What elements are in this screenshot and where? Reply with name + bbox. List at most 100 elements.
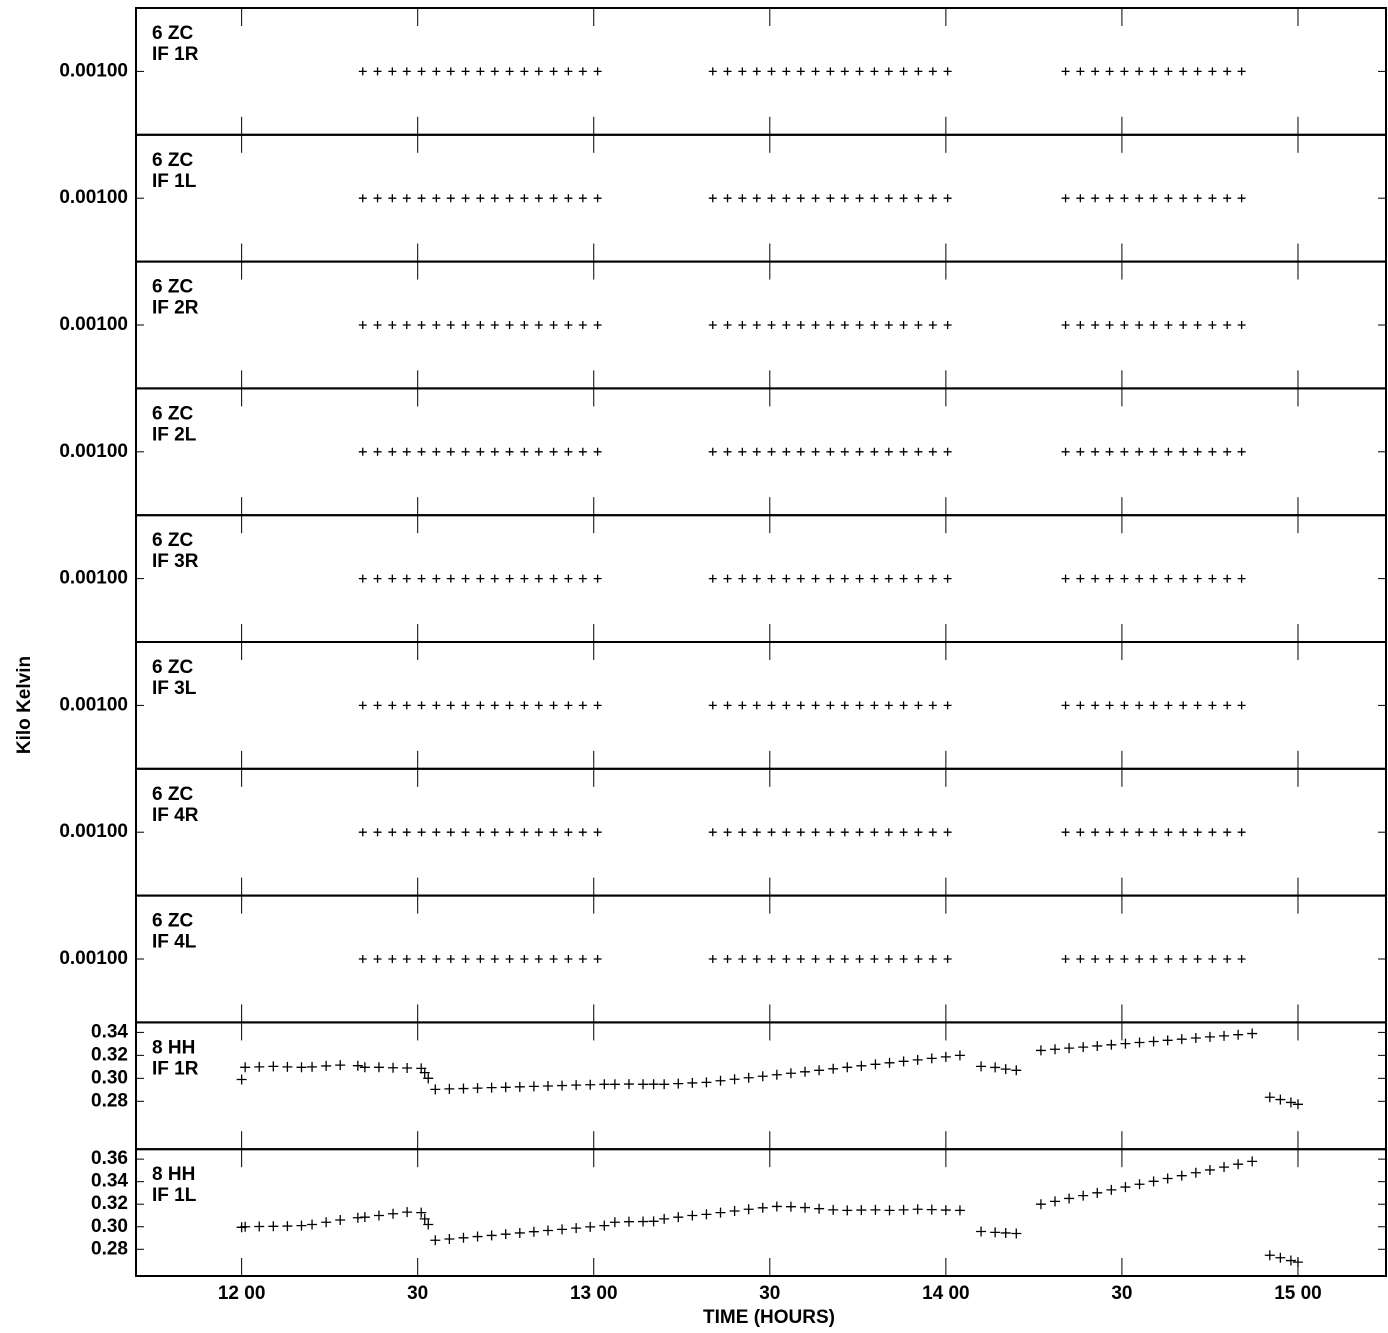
- data-point: [1179, 321, 1188, 329]
- data-point: [928, 447, 937, 456]
- data-point: [796, 321, 805, 329]
- data-point: [1011, 1065, 1022, 1076]
- data-point: [505, 67, 514, 76]
- data-point: [899, 447, 908, 456]
- data-point: [723, 321, 732, 329]
- data-point: [549, 701, 558, 710]
- y-tick-label: 0.28: [91, 1090, 128, 1111]
- x-tick-label: 15 00: [1274, 1283, 1322, 1304]
- data-point: [914, 955, 923, 963]
- data-point: [884, 955, 893, 963]
- data-point: [928, 67, 937, 76]
- data-point: [358, 194, 367, 203]
- data-point: [388, 955, 397, 963]
- y-tick-label: 0.00100: [59, 441, 128, 462]
- data-point: [715, 1075, 726, 1086]
- data-point: [388, 574, 397, 583]
- data-point: [899, 701, 908, 710]
- data-point: [659, 1213, 670, 1224]
- data-point: [1193, 955, 1202, 963]
- data-point: [884, 447, 893, 456]
- data-point: [402, 828, 411, 837]
- data-point: [928, 194, 937, 203]
- data-point: [296, 1062, 307, 1073]
- data-point: [899, 321, 908, 329]
- data-point: [1179, 194, 1188, 203]
- data-point: [358, 574, 367, 583]
- data-point: [1219, 1030, 1230, 1041]
- data-point: [505, 321, 514, 329]
- data-point: [752, 67, 761, 76]
- data-point: [708, 955, 717, 963]
- data-point: [571, 1223, 582, 1234]
- data-point: [914, 67, 923, 76]
- data-point: [446, 701, 455, 710]
- data-point: [782, 321, 791, 329]
- data-point: [254, 1221, 265, 1232]
- data-point: [549, 321, 558, 329]
- data-point: [723, 828, 732, 837]
- data-point: [990, 1227, 1001, 1238]
- data-point: [476, 574, 485, 583]
- data-point: [638, 1079, 649, 1090]
- data-point: [1076, 574, 1085, 583]
- data-point: [528, 1081, 539, 1092]
- x-tick-label: 30: [759, 1283, 780, 1304]
- data-point: [1105, 828, 1114, 837]
- data-point: [1208, 447, 1217, 456]
- data-point: [796, 447, 805, 456]
- data-point: [1064, 1043, 1075, 1054]
- data-point: [373, 194, 382, 203]
- data-point: [1275, 1252, 1286, 1263]
- data-point: [1179, 955, 1188, 963]
- data-point: [609, 1217, 620, 1228]
- data-point: [417, 321, 426, 329]
- data-point: [1264, 1250, 1275, 1261]
- data-point: [359, 1062, 370, 1073]
- data-point: [1149, 67, 1158, 76]
- data-point: [926, 1053, 937, 1064]
- data-point: [1223, 955, 1232, 963]
- data-point: [782, 194, 791, 203]
- data-point: [840, 194, 849, 203]
- data-point: [623, 1079, 634, 1090]
- data-point: [1076, 67, 1085, 76]
- y-tick-label: 0.28: [91, 1238, 128, 1259]
- data-point: [417, 955, 426, 963]
- data-point: [708, 321, 717, 329]
- panel-station: 8 HH: [152, 1164, 195, 1185]
- data-point: [417, 447, 426, 456]
- data-point: [1208, 701, 1217, 710]
- data-point: [796, 67, 805, 76]
- data-point: [1120, 1038, 1131, 1049]
- data-point: [1064, 1193, 1075, 1204]
- panel-channel: IF 3L: [152, 678, 197, 699]
- data-point: [738, 447, 747, 456]
- panel-station: 6 ZC: [152, 403, 193, 424]
- data-point: [1120, 1182, 1131, 1193]
- data-point: [373, 701, 382, 710]
- data-point: [373, 1210, 384, 1221]
- data-point: [593, 574, 602, 583]
- data-point: [1264, 1092, 1275, 1103]
- data-point: [898, 1204, 909, 1215]
- data-point: [534, 701, 543, 710]
- data-point: [1176, 1034, 1187, 1045]
- data-point: [1292, 1257, 1303, 1268]
- data-point: [1193, 447, 1202, 456]
- data-point: [486, 1230, 497, 1241]
- data-point: [1120, 828, 1129, 837]
- data-point: [505, 828, 514, 837]
- data-point: [1000, 1064, 1011, 1075]
- data-point: [388, 447, 397, 456]
- data-point: [723, 955, 732, 963]
- data-point: [638, 1216, 649, 1227]
- data-point: [1135, 447, 1144, 456]
- data-point: [402, 321, 411, 329]
- data-point: [914, 574, 923, 583]
- data-point: [335, 1060, 346, 1071]
- data-point: [446, 194, 455, 203]
- x-tick-label: 14 00: [922, 1283, 970, 1304]
- data-point: [358, 955, 367, 963]
